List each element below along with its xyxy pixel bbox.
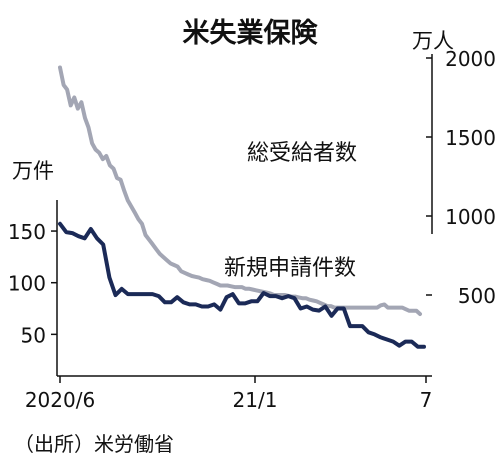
lower-tick-label: 100 <box>8 272 46 296</box>
source-note: （出所）米労働省 <box>14 432 174 456</box>
lower-tick-label: 50 <box>21 323 46 347</box>
upper-unit-label: 万人 <box>412 29 454 53</box>
lower-tick-label: 150 <box>8 220 46 244</box>
upper-tick-label: 1000 <box>445 205 496 229</box>
upper-tick-label: 500 <box>458 284 496 308</box>
x-axis: 2020/6 21/1 7 <box>25 375 433 412</box>
lower-unit-label: 万件 <box>12 159 54 183</box>
chart-title: 米失業保険 <box>183 18 319 49</box>
upper-tick-label: 1500 <box>445 126 496 150</box>
lower-series-line <box>58 221 426 349</box>
lower-series-label: 新規申請件数 <box>224 256 356 281</box>
lower-y-axis: 50 100 150 <box>8 200 58 376</box>
upper-series-label: 総受給者数 <box>247 141 357 166</box>
upper-tick-label: 2000 <box>445 47 496 71</box>
x-tick-label: 2020/6 <box>25 388 95 412</box>
x-tick-label: 7 <box>420 388 433 412</box>
upper-series-line <box>58 65 422 316</box>
upper-y-axis: 500 1000 1500 2000 <box>426 47 496 308</box>
x-tick-label: 21/1 <box>233 388 278 412</box>
